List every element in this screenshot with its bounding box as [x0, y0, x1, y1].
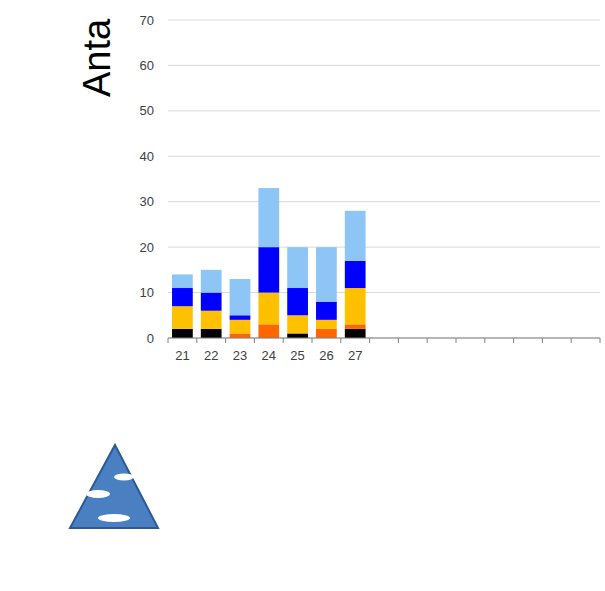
y-tick-label: 60	[140, 58, 154, 73]
x-tick	[283, 338, 284, 343]
bar-segment	[258, 247, 279, 292]
x-tick	[456, 338, 457, 343]
x-tick	[168, 338, 169, 343]
bar-segment	[287, 288, 308, 315]
grid-line	[168, 110, 600, 111]
y-tick-label: 0	[147, 331, 154, 346]
bar-segment	[287, 315, 308, 333]
y-tick-label: 70	[140, 13, 154, 28]
chart: Anta 0 10 20 30 40 50 60 70 21 22 23 24 25 26 27	[0, 0, 605, 591]
bar-segment	[201, 311, 222, 329]
bar-segment	[316, 302, 337, 320]
bar-segment	[345, 261, 366, 288]
bar-segment	[230, 279, 251, 315]
bar-segment	[172, 274, 193, 288]
logo	[70, 445, 158, 528]
grid-line	[168, 338, 600, 339]
bar-segment	[258, 188, 279, 247]
bar-segment	[230, 333, 251, 338]
grid-line	[168, 20, 600, 21]
x-tick-label: 25	[290, 348, 304, 363]
x-tick-label: 21	[175, 348, 189, 363]
x-tick	[225, 338, 226, 343]
bar-segment	[287, 333, 308, 338]
title: Anta	[76, 18, 118, 97]
y-tick-label: 40	[140, 149, 154, 164]
x-tick-label: 26	[319, 348, 333, 363]
grid-line	[168, 65, 600, 66]
bar-segment	[172, 288, 193, 306]
x-tick	[600, 338, 601, 343]
x-tick	[340, 338, 341, 343]
x-tick	[513, 338, 514, 343]
x-tick	[427, 338, 428, 343]
bar-segment	[172, 306, 193, 329]
bar-segment	[345, 329, 366, 338]
x-tick	[398, 338, 399, 343]
bars	[172, 188, 366, 338]
bar-segment	[287, 247, 308, 288]
bar-segment	[345, 288, 366, 324]
x-tick	[571, 338, 572, 343]
bar-segment	[172, 329, 193, 338]
x-tick-label: 22	[204, 348, 218, 363]
bar-segment	[201, 270, 222, 293]
y-tick-label: 10	[140, 285, 154, 300]
y-tick-label: 50	[140, 103, 154, 118]
bar-segment	[201, 293, 222, 311]
x-tick	[312, 338, 313, 343]
x-tick	[254, 338, 255, 343]
bar-segment	[316, 329, 337, 338]
bar-segment	[258, 293, 279, 325]
bar-segment	[230, 320, 251, 334]
bar-segment	[316, 320, 337, 329]
x-tick-label: 27	[348, 348, 362, 363]
bar-segment	[345, 324, 366, 329]
x-tick	[369, 338, 370, 343]
x-axis	[168, 338, 600, 339]
x-tick-label: 24	[262, 348, 276, 363]
x-tick	[542, 338, 543, 343]
bar-segment	[258, 324, 279, 338]
grid-line	[168, 156, 600, 157]
grid-line	[168, 201, 600, 202]
x-tick	[484, 338, 485, 343]
grid-line	[168, 247, 600, 248]
x-tick-label: 23	[233, 348, 247, 363]
x-tick	[196, 338, 197, 343]
bar-segment	[230, 315, 251, 320]
bar-segment	[316, 247, 337, 302]
y-tick-label: 20	[140, 240, 154, 255]
bar-segment	[345, 211, 366, 261]
bar-segment	[201, 329, 222, 338]
y-tick-label: 30	[140, 194, 154, 209]
